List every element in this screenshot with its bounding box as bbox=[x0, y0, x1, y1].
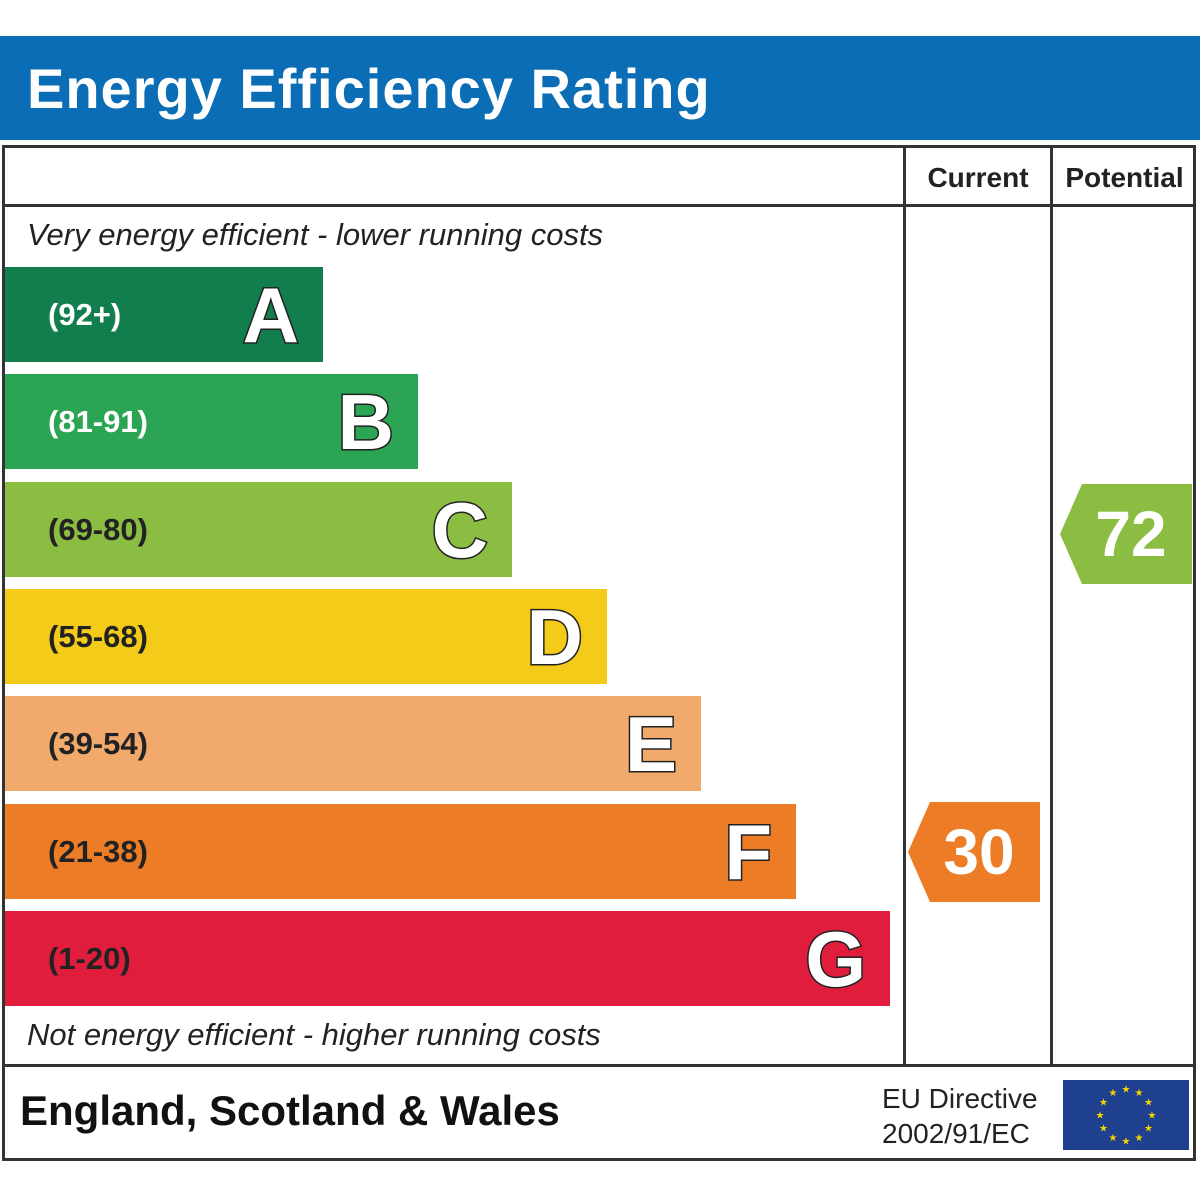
band-c-range: (69-80) bbox=[48, 511, 148, 547]
current-score-value: 30 bbox=[943, 816, 1015, 888]
rating-frame bbox=[2, 145, 1196, 1161]
eu-directive-number: 2002/91/EC bbox=[882, 1118, 1030, 1149]
band-f-letter: F bbox=[723, 807, 774, 896]
footer-row-divider bbox=[2, 1064, 1196, 1067]
band-f: (21-38) F bbox=[5, 804, 796, 899]
band-b-letter: B bbox=[336, 377, 395, 466]
potential-column-divider bbox=[1050, 145, 1053, 1067]
eu-star-icon: ★ bbox=[1148, 1111, 1157, 1122]
band-b-range: (81-91) bbox=[48, 403, 148, 439]
eu-star-icon: ★ bbox=[1122, 1137, 1131, 1148]
eu-star-icon: ★ bbox=[1096, 1111, 1105, 1122]
current-column-header: Current bbox=[927, 162, 1029, 193]
band-g-letter: G bbox=[804, 914, 868, 1003]
bottom-caption: Not energy efficient - higher running co… bbox=[27, 1017, 601, 1052]
potential-score-arrow: 72 bbox=[1060, 484, 1192, 584]
header-bar: Energy Efficiency Rating bbox=[0, 36, 1200, 140]
current-column-divider bbox=[903, 145, 906, 1067]
eu-star-icon: ★ bbox=[1099, 1124, 1108, 1135]
header-row-divider bbox=[2, 204, 1196, 207]
eu-star-icon: ★ bbox=[1109, 1133, 1118, 1144]
current-score-shape bbox=[908, 802, 1040, 902]
eu-star-icon: ★ bbox=[1144, 1124, 1153, 1135]
eu-star-icon: ★ bbox=[1135, 1088, 1144, 1099]
eu-star-icon: ★ bbox=[1144, 1098, 1153, 1109]
potential-score-shape bbox=[1060, 484, 1192, 584]
potential-column-header: Potential bbox=[1065, 162, 1184, 193]
eu-directive-label: EU Directive bbox=[882, 1083, 1038, 1114]
band-a: (92+) A bbox=[5, 267, 323, 362]
eu-star-icon: ★ bbox=[1099, 1098, 1108, 1109]
band-e-letter: E bbox=[623, 699, 678, 788]
eu-star-icon: ★ bbox=[1109, 1088, 1118, 1099]
band-a-range: (92+) bbox=[48, 296, 122, 332]
region-label: England, Scotland & Wales bbox=[20, 1087, 560, 1134]
band-d-range: (55-68) bbox=[48, 618, 148, 654]
band-b: (81-91) B bbox=[5, 374, 418, 469]
potential-score-value: 72 bbox=[1095, 498, 1167, 570]
eu-star-icon: ★ bbox=[1135, 1133, 1144, 1144]
eu-flag-icon: ★ ★★★★★★★★★★★ bbox=[1063, 1080, 1189, 1150]
band-e-range: (39-54) bbox=[48, 725, 148, 761]
eu-star-icon: ★ bbox=[1122, 1085, 1131, 1096]
band-c-letter: C bbox=[430, 485, 489, 574]
band-g: (1-20) G bbox=[5, 911, 890, 1006]
chart-title: Energy Efficiency Rating bbox=[27, 57, 711, 120]
top-caption: Very energy efficient - lower running co… bbox=[27, 217, 604, 252]
band-a-letter: A bbox=[241, 270, 300, 359]
band-f-range: (21-38) bbox=[48, 833, 148, 869]
band-e: (39-54) E bbox=[5, 696, 701, 791]
band-c: (69-80) C bbox=[5, 482, 512, 577]
band-d: (55-68) D bbox=[5, 589, 607, 684]
band-g-range: (1-20) bbox=[48, 940, 131, 976]
current-score-arrow: 30 bbox=[908, 802, 1040, 902]
band-d-letter: D bbox=[525, 592, 584, 681]
